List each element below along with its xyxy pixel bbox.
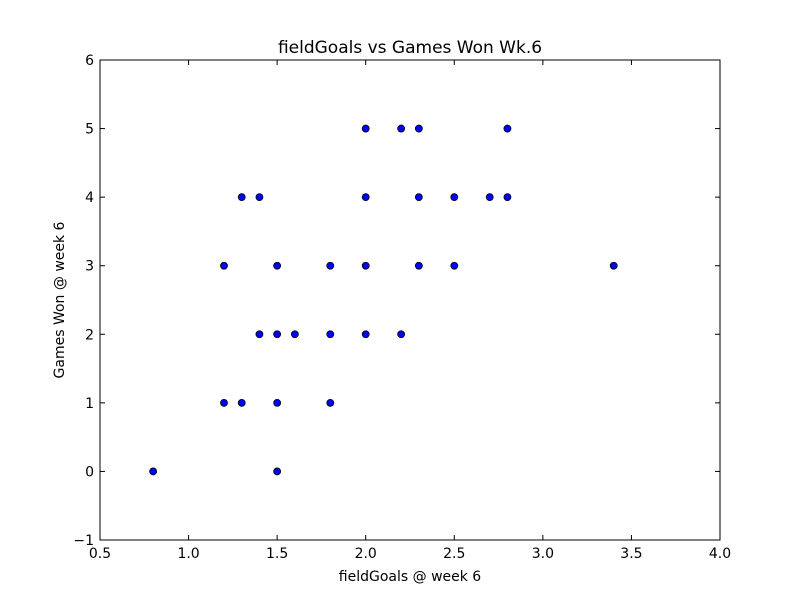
data-point	[361, 124, 370, 133]
data-point	[255, 330, 264, 339]
y-tick-label: −1	[73, 533, 94, 549]
data-point	[237, 398, 246, 407]
x-tick-label: 4.0	[709, 546, 731, 562]
y-tick-label: 1	[85, 396, 94, 412]
y-tick-label: 4	[85, 190, 94, 206]
plot-area	[99, 59, 721, 541]
data-point	[414, 124, 423, 133]
y-tick-label: 2	[85, 327, 94, 343]
chart-title: fieldGoals vs Games Won Wk.6	[278, 38, 542, 58]
data-point	[326, 398, 335, 407]
data-point	[273, 330, 282, 339]
data-point	[503, 193, 512, 202]
data-point	[361, 193, 370, 202]
data-point	[220, 398, 228, 407]
x-tick-label: 0.5	[89, 546, 111, 562]
y-tick-label: 6	[85, 53, 94, 69]
y-tick-label: 5	[85, 122, 94, 138]
data-point	[273, 398, 282, 407]
data-point	[273, 261, 282, 270]
data-point	[237, 193, 246, 202]
data-point	[149, 467, 158, 476]
data-point	[414, 261, 423, 270]
data-point	[273, 467, 282, 476]
x-tick-label: 2.0	[355, 546, 377, 562]
data-point	[397, 124, 406, 133]
y-tick-label: 3	[85, 259, 94, 275]
y-tick-label: 0	[85, 464, 94, 480]
data-point	[609, 261, 618, 270]
data-point	[255, 193, 264, 202]
x-tick-label: 2.5	[443, 546, 465, 562]
y-axis-label: Games Won @ week 6	[52, 221, 68, 378]
data-point	[326, 330, 335, 339]
data-point	[450, 193, 459, 202]
data-point	[361, 330, 370, 339]
axis-ticks: 0.5 1.0 1.5 2.0 2.5 3.0 3.5 4.0 −1 0 1 2 3 4 5 6	[73, 53, 731, 562]
data-point	[326, 261, 335, 270]
data-point	[397, 330, 406, 339]
x-tick-label: 3.0	[532, 546, 554, 562]
data-points	[149, 124, 618, 476]
x-tick-label: 3.5	[620, 546, 642, 562]
data-point	[414, 193, 423, 202]
data-point	[361, 261, 370, 270]
data-point	[485, 193, 494, 202]
data-point	[290, 330, 299, 339]
data-point	[503, 124, 512, 133]
data-point	[220, 261, 228, 270]
x-tick-label: 1.5	[266, 546, 288, 562]
data-point	[450, 261, 459, 270]
x-tick-label: 1.0	[177, 546, 199, 562]
x-axis-label: fieldGoals @ week 6	[339, 569, 482, 585]
